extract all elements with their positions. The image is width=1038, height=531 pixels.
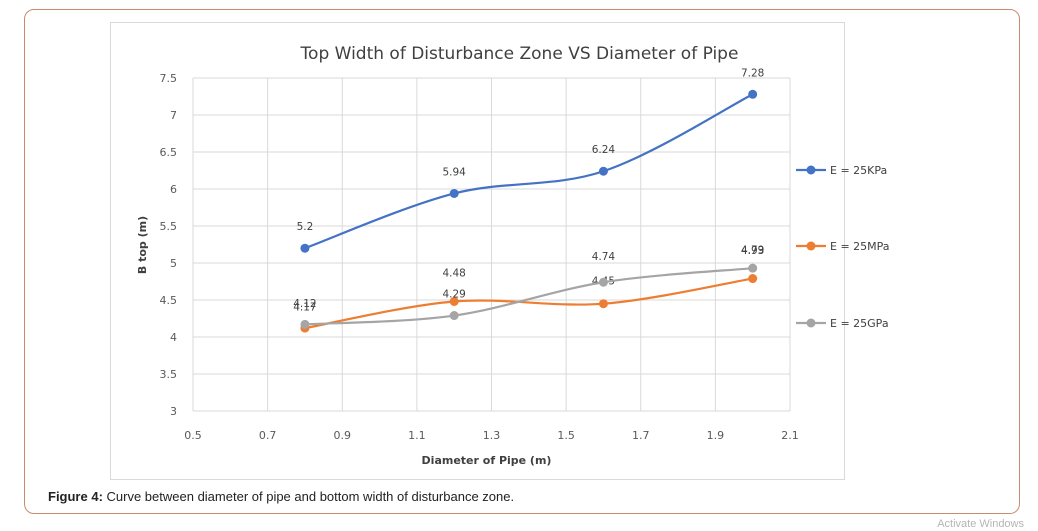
data-point [598,277,608,287]
data-point [748,274,758,284]
series-line [304,277,753,330]
legend-swatch-marker [806,241,816,251]
data-point [300,243,310,253]
series-line [304,93,754,250]
figure-frame [24,9,1020,514]
data-label: 4.93 [741,245,764,257]
figure-caption: Figure 4: Curve between diameter of pipe… [48,489,514,504]
y-tick-label: 4 [170,331,177,344]
data-point [748,89,758,99]
x-tick-label: 1.7 [632,429,650,442]
data-label: 5.2 [297,221,314,233]
data-label: 4.48 [442,267,465,279]
x-tick-label: 0.5 [184,429,202,442]
legend-entry: E = 25MPa [830,240,890,253]
y-tick-label: 6 [170,183,177,196]
legend-swatch-marker [806,165,816,175]
figure-caption-label: Figure 4: [48,489,103,504]
data-point [598,299,608,309]
data-label: 7.28 [741,67,764,79]
x-axis-label: Diameter of Pipe (m) [422,454,552,467]
x-tick-label: 1.1 [408,429,426,442]
y-tick-label: 4.5 [160,294,178,307]
legend-entry: E = 25GPa [830,317,889,330]
data-label: 4.79 [741,245,764,257]
y-tick-label: 5 [170,257,177,270]
data-point [449,311,459,321]
y-axis-label: B top (m) [136,216,149,274]
data-point [449,296,459,306]
y-tick-label: 5.5 [160,220,178,233]
data-label: 5.94 [442,166,466,178]
x-tick-label: 1.5 [557,429,575,442]
x-tick-label: 0.7 [259,429,277,442]
x-tick-label: 2.1 [781,429,799,442]
y-tick-label: 6.5 [160,146,178,159]
chart-area [110,22,845,480]
os-watermark: Activate Windows [937,518,1024,530]
data-label: 4.17 [293,301,316,313]
data-label: 4.74 [592,251,616,263]
data-label: 6.24 [592,144,616,156]
data-point [598,166,608,176]
y-tick-label: 3 [170,405,177,418]
y-tick-label: 7 [170,109,177,122]
x-tick-label: 0.9 [334,429,352,442]
data-label: 4.12 [293,298,316,310]
y-tick-label: 3.5 [160,368,178,381]
data-label: 4.29 [442,289,465,301]
data-point [300,319,310,329]
y-tick-label: 7.5 [160,72,178,85]
legend-swatch-marker [806,318,816,328]
x-tick-label: 1.3 [483,429,501,442]
data-point [449,188,459,198]
data-point [748,263,758,273]
chart-title: Top Width of Disturbance Zone VS Diamete… [300,44,739,64]
series-line [304,267,753,326]
x-tick-label: 1.9 [707,429,725,442]
figure-caption-text: Curve between diameter of pipe and botto… [102,489,515,504]
legend-entry: E = 25KPa [830,164,887,177]
